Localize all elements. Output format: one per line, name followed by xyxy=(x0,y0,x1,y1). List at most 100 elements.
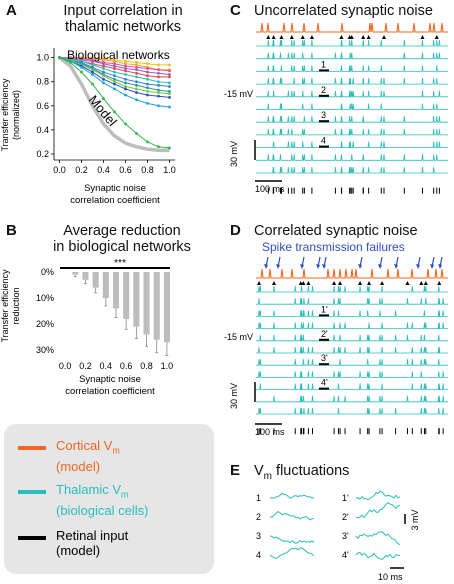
panel-a-data-point xyxy=(146,93,149,97)
panel-e-trace-label: 3 xyxy=(256,531,261,541)
legend-retinal-swatch xyxy=(18,536,46,540)
panel-c-letter: C xyxy=(230,2,241,19)
panel-a-data-point xyxy=(113,67,116,70)
panel-a-data-point xyxy=(146,70,149,74)
panel-e-trace xyxy=(355,490,401,501)
panel-b-xtick-label: 0.4 xyxy=(100,361,113,371)
panel-d-thalamic-trace xyxy=(256,322,448,329)
panel-a-data-point xyxy=(168,81,171,85)
panel-a-data-point xyxy=(102,58,105,62)
legend-thalamic-line2: (biological cells) xyxy=(56,502,149,518)
panel-d-retinal-marker xyxy=(306,281,311,285)
panel-a-data-point xyxy=(113,82,116,86)
panel-d-scale-t: 100 ms xyxy=(255,427,285,437)
panel-a-letter: A xyxy=(6,2,17,19)
panel-b-bar xyxy=(102,272,109,299)
panel-a-data-point xyxy=(157,145,160,149)
panel-a-data-point xyxy=(91,59,94,63)
legend-retinal-line1: Retinal input xyxy=(56,528,129,543)
panel-a-data-point xyxy=(146,62,149,66)
panel-a-data-point xyxy=(124,64,127,68)
panel-a-data-point xyxy=(113,110,116,114)
panel-d-voltage-label: -15 mV xyxy=(224,332,253,342)
panel-d-retinal-marker xyxy=(257,281,262,285)
panel-a-series-11 xyxy=(58,56,171,150)
panel-b-xtick-label: 0.6 xyxy=(120,361,133,371)
failure-arrow-head xyxy=(378,264,382,269)
panel-c-thalamic-trace xyxy=(256,128,448,136)
panel-c-retinal-marker xyxy=(279,35,284,39)
panel-c-retinal-marker xyxy=(300,35,305,39)
panel-a-xtick-label: 0.2 xyxy=(75,165,88,175)
panel-d-thalamic-trace xyxy=(256,346,448,354)
panel-a-data-point xyxy=(124,67,127,70)
panel-e-title-suffix: fluctuations xyxy=(272,463,350,479)
legend-box: Cortical Vm (model) Thalamic Vm (biologi… xyxy=(4,424,214,574)
legend-cortical-line2: (model) xyxy=(56,458,101,474)
panel-c-retinal-marker xyxy=(434,35,439,39)
panel-a-data-point xyxy=(168,75,171,79)
panel-a-data-point xyxy=(102,97,105,100)
panel-d-thalamic-trace xyxy=(256,359,448,366)
panel-b-xlabel-2: correlation coefficient xyxy=(65,386,155,397)
panel-a-data-point xyxy=(113,62,116,66)
panel-a-data-point xyxy=(91,63,94,67)
panel-d-thalamic-trace xyxy=(256,407,448,415)
panel-a-data-point xyxy=(135,63,138,67)
panel-c-cortical-trace xyxy=(256,22,448,33)
panel-e-title-sub: m xyxy=(263,470,273,482)
panel-a-data-point xyxy=(168,73,171,76)
panel-a-chart: Transfer efficiency (normalized) 0.2 0.4 0… xyxy=(0,48,176,206)
panel-b-xtick-label: 1.0 xyxy=(161,361,174,371)
panel-a-data-point xyxy=(168,69,171,73)
panel-c-thalamic-trace xyxy=(256,78,448,85)
legend-retinal-line2: (model) xyxy=(56,543,101,558)
panel-a-data-point xyxy=(58,56,61,60)
failure-arrow-head xyxy=(264,264,268,269)
panel-e-trace-label: 4' xyxy=(342,550,349,560)
panel-a-data-point xyxy=(113,77,116,81)
panel-a-data-point xyxy=(102,62,105,66)
panel-a-data-point xyxy=(113,74,116,78)
panel-a-data-point xyxy=(146,74,149,78)
panel-e-letter: E xyxy=(230,462,241,479)
panel-c-marker-label: 4 xyxy=(321,136,326,146)
panel-e-trace xyxy=(269,547,315,560)
panel-a-data-point xyxy=(102,81,105,85)
panel-d-retinal-marker xyxy=(367,281,372,285)
panel-a-ytick-label: 0.6 xyxy=(36,101,49,111)
failure-arrow-head xyxy=(394,264,398,269)
panel-a-data-point xyxy=(113,87,116,91)
panel-a-data-point xyxy=(157,68,160,72)
panel-a-data-point xyxy=(135,91,138,94)
panel-a-data-point xyxy=(157,63,160,67)
panel-d-thalamic-trace xyxy=(256,334,448,342)
panel-c-thalamic-trace xyxy=(256,141,448,148)
panel-d-title: Correlated synaptic noise xyxy=(254,223,418,239)
panel-e-scale-v: 3 mV xyxy=(410,509,420,530)
panel-e-trace-label: 3' xyxy=(342,531,349,541)
legend-retinal: Retinal input (model) xyxy=(18,528,128,558)
panel-d-thalamic-trace xyxy=(256,383,448,390)
panel-b-bar xyxy=(143,272,150,335)
panel-c-retinal-marker xyxy=(266,35,271,39)
legend-retinal-text: Retinal input (model) xyxy=(56,528,128,558)
panel-d-retinal-marker xyxy=(332,281,337,285)
panel-c-retinal-marker xyxy=(309,35,314,39)
panel-d-retinal-marker xyxy=(358,281,363,285)
panel-a-ytick-label: 0.8 xyxy=(36,77,49,87)
panel-b-ylabel-1: Transfer efficiency xyxy=(0,269,10,343)
panel-e-trace-label: 1 xyxy=(256,493,261,503)
panel-a-data-point xyxy=(146,86,149,90)
panel-a-ylabel-1: Transfer efficiency xyxy=(0,78,10,152)
panel-a-data-point xyxy=(124,85,127,88)
panel-b-title: Average reduction in biological networks xyxy=(32,223,212,255)
panel-b-xtick-label: 0.2 xyxy=(79,361,92,371)
panel-c-marker-label: 3 xyxy=(321,110,326,120)
panel-a-data-point xyxy=(102,70,105,74)
panel-a-xlabel-2: correlation coefficient xyxy=(70,195,160,206)
panel-a-data-point xyxy=(69,61,72,64)
panel-a-data-point xyxy=(146,77,149,81)
panel-a-data-point xyxy=(135,87,138,91)
panel-d-retinal-marker xyxy=(437,281,442,285)
